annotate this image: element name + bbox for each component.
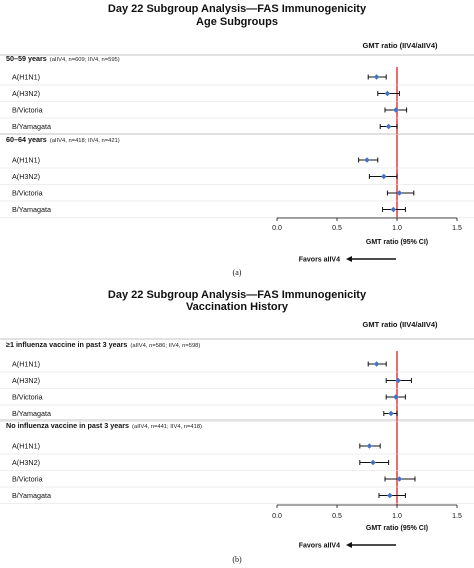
row-label: A(H1N1)	[12, 73, 40, 82]
row-label: A(H3N2)	[12, 89, 40, 98]
row-label: B/Yamagata	[12, 122, 51, 131]
x-tick-label: 1.5	[452, 513, 462, 520]
row-label: B/Victoria	[12, 393, 43, 402]
row-label: A(H3N2)	[12, 376, 40, 385]
chart-title: Day 22 Subgroup Analysis—FAS Immunogenic…	[108, 289, 367, 301]
row-label: B/Victoria	[12, 189, 43, 198]
row-label: A(H3N2)	[12, 172, 40, 181]
point-estimate	[370, 459, 376, 466]
figure-caption: (a)	[233, 268, 242, 277]
point-estimate	[388, 410, 394, 417]
column-header: GMT ratio (IIV4/aIIV4)	[362, 41, 438, 50]
x-axis-label: GMT ratio (95% CI)	[366, 239, 428, 246]
x-tick-label: 1.0	[392, 513, 402, 520]
point-estimate	[364, 157, 370, 163]
chart-subtitle: Vaccination History	[186, 301, 289, 313]
point-estimate	[387, 492, 393, 499]
row-label: A(H1N1)	[12, 442, 40, 451]
row-label: A(H1N1)	[12, 360, 40, 369]
row-label: A(H1N1)	[12, 156, 40, 165]
row-label: B/Victoria	[12, 106, 43, 115]
group-heading: 50–59 years	[6, 54, 47, 63]
figure-caption: (b)	[232, 555, 242, 564]
point-estimate	[366, 443, 373, 449]
favors-label: Favors aIIV4	[299, 543, 340, 550]
group-sample-size: (aIIV4, n=586; IIV4, n=598)	[130, 343, 200, 349]
column-header: GMT ratio (IIV4/aIIV4)	[362, 320, 438, 329]
group-sample-size: (aIIV4, n=609; IIV4, n=595)	[50, 57, 120, 63]
point-estimate	[395, 377, 401, 384]
row-label: B/Victoria	[12, 475, 43, 484]
x-tick-label: 1.0	[392, 225, 402, 232]
point-estimate	[396, 190, 403, 196]
forest-panel-a: Day 22 Subgroup Analysis—FAS Immunogenic…	[0, 3, 474, 277]
group-sample-size: (aIIV4, n=418; IIV4, n=421)	[50, 138, 120, 144]
x-tick-label: 0.0	[272, 513, 282, 520]
chart-subtitle: Age Subgroups	[196, 16, 278, 28]
favors-arrowhead	[346, 256, 352, 262]
row-label: B/Yamagata	[12, 491, 51, 500]
point-estimate	[384, 90, 391, 97]
group-heading: No influenza vaccine in past 3 years	[6, 421, 129, 430]
x-tick-label: 0.0	[272, 225, 282, 232]
x-tick-label: 1.5	[452, 225, 462, 232]
favors-label: Favors aIIV4	[299, 257, 340, 264]
row-label: A(H3N2)	[12, 458, 40, 467]
row-label: B/Yamagata	[12, 409, 51, 418]
point-estimate	[393, 394, 399, 400]
point-estimate	[381, 173, 387, 180]
point-estimate	[390, 206, 397, 213]
point-estimate	[373, 74, 380, 80]
chart-title: Day 22 Subgroup Analysis—FAS Immunogenic…	[108, 3, 367, 15]
group-sample-size: (aIIV4, n=441; IIV4, n=418)	[132, 424, 202, 430]
favors-arrowhead	[346, 542, 352, 548]
forest-panel-b: Day 22 Subgroup Analysis—FAS Immunogenic…	[0, 289, 474, 564]
row-label: B/Yamagata	[12, 205, 51, 214]
point-estimate	[393, 107, 399, 113]
group-heading: 60–64 years	[6, 135, 47, 144]
group-heading: ≥1 influenza vaccine in past 3 years	[6, 340, 127, 349]
x-axis-label: GMT ratio (95% CI)	[366, 525, 428, 532]
x-tick-label: 0.5	[332, 513, 342, 520]
point-estimate	[385, 123, 392, 130]
point-estimate	[373, 361, 380, 367]
point-estimate	[396, 476, 403, 482]
x-tick-label: 0.5	[332, 225, 342, 232]
